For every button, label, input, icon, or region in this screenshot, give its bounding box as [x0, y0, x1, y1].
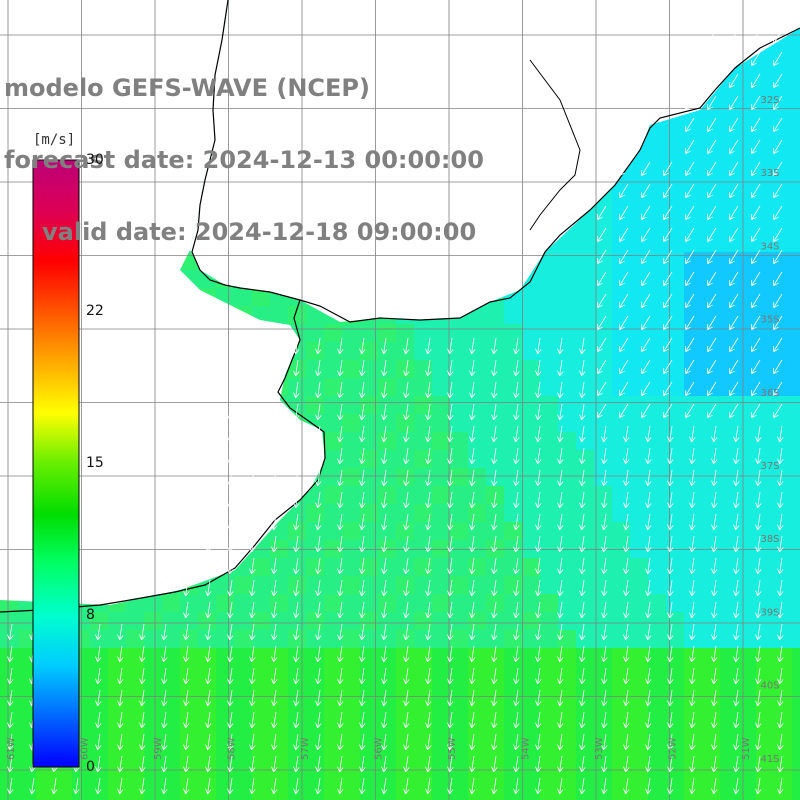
lat-label: 36S	[760, 388, 779, 399]
lat-label: 33S	[760, 168, 779, 179]
lat-label: 37S	[760, 461, 779, 472]
lat-label: 41S	[760, 754, 779, 765]
grid-labels: 32S 33S 34S 35S 36S 37S 38S 39S 40S 41S 61W 60W 59W 5…	[6, 95, 780, 765]
lon-label: 55W	[447, 737, 458, 760]
lat-label: 39S	[760, 607, 779, 618]
colorbar-tick-22: 22	[86, 303, 104, 319]
colorbar-tick-8: 8	[86, 607, 95, 623]
lon-label: 61W	[6, 737, 17, 760]
lon-label: 59W	[153, 737, 164, 760]
map-title: modelo GEFS-WAVE (NCEP) forecast date: 2…	[4, 28, 484, 292]
colorbar-gradient	[32, 159, 80, 768]
lon-label: 52W	[668, 737, 679, 760]
lon-label: 53W	[594, 737, 605, 760]
lon-label: 58W	[227, 737, 238, 760]
lat-label: 35S	[760, 315, 779, 326]
lat-label: 38S	[760, 534, 779, 545]
valid-date: valid date: 2024-12-18 09:00:00	[42, 218, 477, 246]
lon-label: 60W	[80, 737, 91, 760]
colorbar-tick-15: 15	[86, 455, 104, 471]
coastline	[0, 0, 800, 613]
lat-label: 40S	[760, 681, 779, 692]
lat-label: 34S	[760, 241, 779, 252]
lon-label: 54W	[521, 737, 532, 760]
colorbar-unit: [m/s]	[33, 132, 76, 148]
model-title: modelo GEFS-WAVE (NCEP)	[4, 74, 370, 102]
lon-label: 57W	[300, 737, 311, 760]
lat-label: 32S	[760, 95, 779, 106]
colorbar-tick-30: 30	[86, 152, 104, 168]
lon-label: 56W	[374, 737, 385, 760]
colorbar-tick-0: 0	[86, 759, 95, 775]
forecast-date: forecast date: 2024-12-13 00:00:00	[4, 146, 484, 174]
lon-label: 51W	[741, 737, 752, 760]
